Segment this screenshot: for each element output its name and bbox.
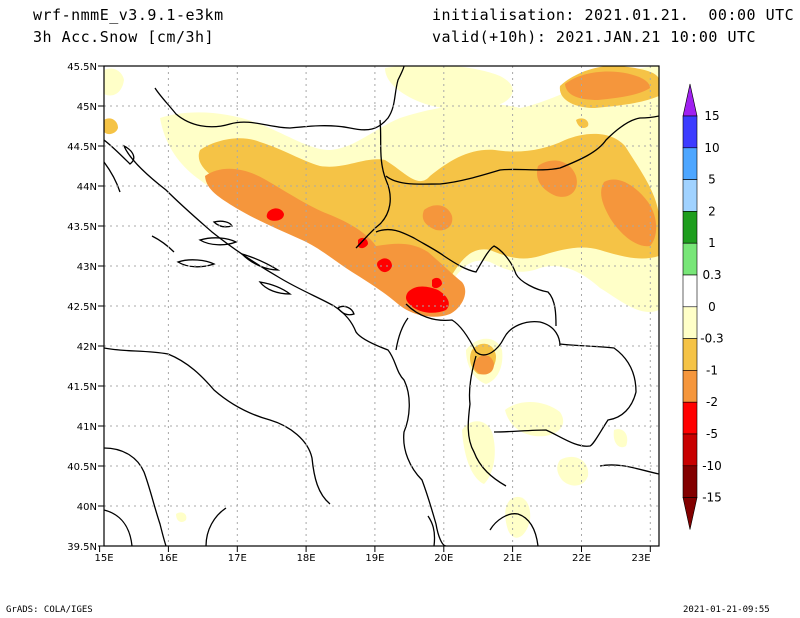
field-title: 3h Acc.Snow [cm/3h] xyxy=(33,28,215,46)
lon-label: 15E xyxy=(94,553,113,564)
valid-time: valid(+10h): 2021.JAN.21 10:00 UTC xyxy=(432,28,757,46)
lat-label: 44.5N xyxy=(67,142,97,153)
lat-label: 45N xyxy=(77,102,97,113)
lon-label: 16E xyxy=(159,553,178,564)
lat-label: 44N xyxy=(77,182,97,193)
lon-label: 21E xyxy=(503,553,522,564)
lon-label: 18E xyxy=(297,553,316,564)
lat-label: 43N xyxy=(77,262,97,273)
render-timestamp: 2021-01-21-09:55 xyxy=(683,605,770,615)
colorbar-label: 5 xyxy=(708,173,716,187)
colorbar-swatch xyxy=(682,306,698,339)
colorbar-label: 0 xyxy=(708,300,716,314)
colorbar-label: 1 xyxy=(708,236,716,250)
colorbar: 15 10 5 2 1 0.3 0 -0.3 -1 -2 -5 -10 -15 xyxy=(682,83,724,530)
model-title: wrf-nmmE_v3.9.1-e3km xyxy=(33,6,224,24)
lat-label: 45.5N xyxy=(67,62,97,73)
colorbar-swatch xyxy=(682,370,698,403)
colorbar-swatch xyxy=(682,115,698,149)
colorbar-swatch xyxy=(682,211,698,244)
lon-label: 19E xyxy=(365,553,384,564)
colorbar-swatch xyxy=(682,274,698,308)
colorbar-swatch xyxy=(682,433,698,467)
lat-label: 40N xyxy=(77,502,97,513)
colorbar-label: -10 xyxy=(702,459,722,473)
colorbar-swatch xyxy=(682,465,698,498)
colorbar-swatch xyxy=(682,147,698,180)
lon-label: 22E xyxy=(572,553,591,564)
lat-lon-grid xyxy=(104,66,659,546)
colorbar-label: -15 xyxy=(702,491,722,505)
colorbar-label: 0.3 xyxy=(702,268,721,282)
snow-light-areas xyxy=(104,66,659,538)
colorbar-label: 15 xyxy=(704,109,719,123)
grads-credit: GrADS: COLA/IGES xyxy=(6,605,93,615)
colorbar-label: 2 xyxy=(708,204,716,218)
lat-label: 41.5N xyxy=(67,382,97,393)
coastlines-borders xyxy=(104,66,659,546)
longitude-labels: 15E 16E 17E 18E 19E 20E 21E 22E 23E xyxy=(94,553,650,564)
lon-label: 23E xyxy=(631,553,650,564)
latitude-labels: 45.5N 45N 44.5N 44N 43.5N 43N 42.5N 42N … xyxy=(67,62,97,553)
colorbar-label: -5 xyxy=(706,427,718,441)
colorbar-bottom-arrow xyxy=(682,497,698,530)
colorbar-swatch xyxy=(682,401,698,435)
colorbar-swatch xyxy=(682,179,698,212)
tick-marks xyxy=(98,65,651,552)
lat-label: 40.5N xyxy=(67,462,97,473)
lon-label: 17E xyxy=(228,553,247,564)
lat-label: 41N xyxy=(77,422,97,433)
colorbar-top-arrow xyxy=(682,83,698,117)
colorbar-label: -2 xyxy=(706,395,718,409)
lat-label: 39.5N xyxy=(67,542,97,553)
colorbar-label: -0.3 xyxy=(700,332,723,346)
colorbar-label: 10 xyxy=(704,141,719,155)
init-time: initialisation: 2021.01.21. 00:00 UTC xyxy=(432,6,795,24)
lat-label: 42.5N xyxy=(67,302,97,313)
lat-label: 43.5N xyxy=(67,222,97,233)
lon-label: 20E xyxy=(434,553,453,564)
lat-label: 42N xyxy=(77,342,97,353)
snow-field xyxy=(104,66,659,538)
colorbar-swatch xyxy=(682,242,698,276)
colorbar-label: -1 xyxy=(706,363,718,377)
colorbar-swatch xyxy=(682,338,698,371)
